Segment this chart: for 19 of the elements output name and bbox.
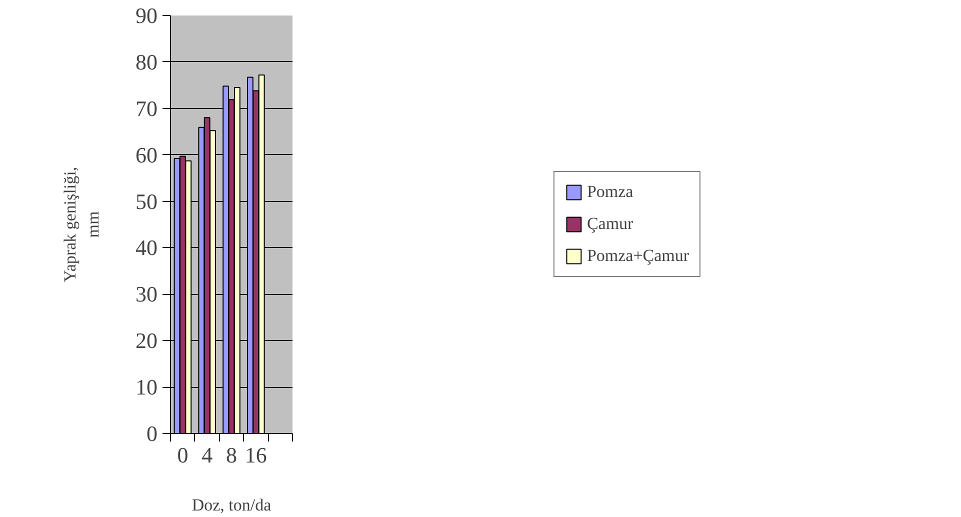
y-tick-label: 40 [136, 235, 158, 260]
x-axis-title: Doz, ton/da [192, 496, 272, 514]
y-tick-label: 80 [136, 49, 158, 74]
y-tick-label: 0 [146, 421, 158, 446]
x-tick-label: 4 [202, 442, 213, 468]
y-axis-title: Yaprak genişliği, mm [60, 166, 102, 282]
y-tick-label: 50 [136, 188, 158, 214]
y-tick-label: 30 [136, 282, 158, 307]
x-tick-label: 8 [226, 442, 237, 468]
y-tick-label: 60 [136, 142, 158, 168]
x-tick-label: 0 [177, 442, 188, 468]
legend-label: Çamur [586, 214, 634, 234]
legend-label: Pomza [586, 182, 634, 202]
y-tick-label: 10 [136, 374, 158, 400]
y-tick-label: 70 [136, 96, 158, 121]
x-tick-label: 16 [244, 442, 267, 468]
y-tick-label: 90 [136, 3, 158, 28]
y-tick-label: 20 [136, 328, 158, 354]
legend-label: Pomza+Çamur [586, 246, 690, 266]
